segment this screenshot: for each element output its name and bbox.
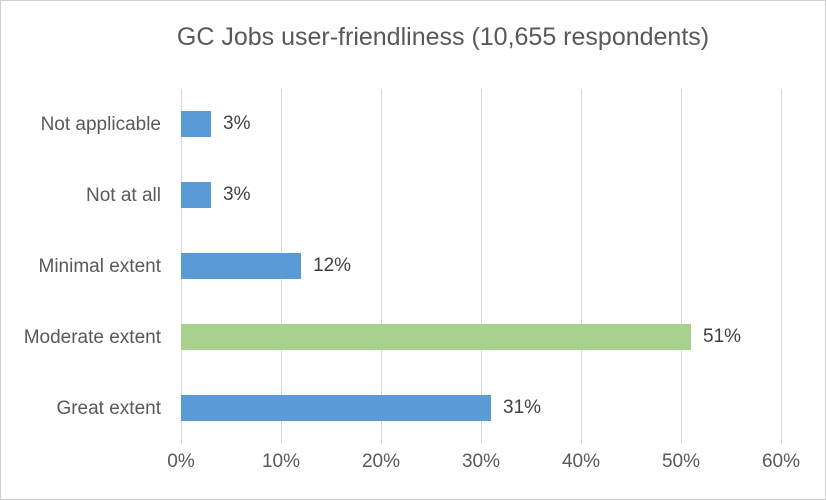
category-label: Great extent xyxy=(56,398,161,419)
x-tick-label: 30% xyxy=(461,451,501,472)
gridline xyxy=(581,89,582,444)
category-label: Minimal extent xyxy=(38,256,162,277)
x-tick-label: 60% xyxy=(761,451,801,472)
bar-great-extent xyxy=(181,395,491,421)
category-label: Not applicable xyxy=(40,114,161,135)
bar-not-applicable xyxy=(181,111,211,137)
gridline xyxy=(781,89,782,444)
bar-value-label: 51% xyxy=(703,326,742,347)
bar-row: 31% xyxy=(181,373,781,444)
chart-title: GC Jobs user-friendliness (10,655 respon… xyxy=(176,23,710,51)
category-label: Moderate extent xyxy=(23,327,161,348)
bar-value-label: 3% xyxy=(223,184,251,205)
x-tick-label: 20% xyxy=(361,451,401,472)
x-tick-label: 40% xyxy=(561,451,601,472)
x-tick-label: 50% xyxy=(661,451,701,472)
gridline xyxy=(681,89,682,444)
bar-not-at-all xyxy=(181,182,211,208)
plot-area: 3% 3% 12% 51% 31% xyxy=(181,89,782,444)
x-tick-label: 0% xyxy=(167,451,195,472)
gridline xyxy=(481,89,482,444)
category-label: Not at all xyxy=(86,185,161,206)
x-tick-label: 10% xyxy=(261,451,301,472)
bar-value-label: 3% xyxy=(223,113,251,134)
bar-row: 3% xyxy=(181,89,781,160)
bar-minimal-extent xyxy=(181,253,301,279)
bar-value-label: 31% xyxy=(503,397,542,418)
bar-row: 51% xyxy=(181,302,781,373)
bar-row: 12% xyxy=(181,231,781,302)
gridline xyxy=(381,89,382,444)
bar-moderate-extent xyxy=(181,324,691,350)
bar-value-label: 12% xyxy=(313,255,352,276)
bar-row: 3% xyxy=(181,160,781,231)
